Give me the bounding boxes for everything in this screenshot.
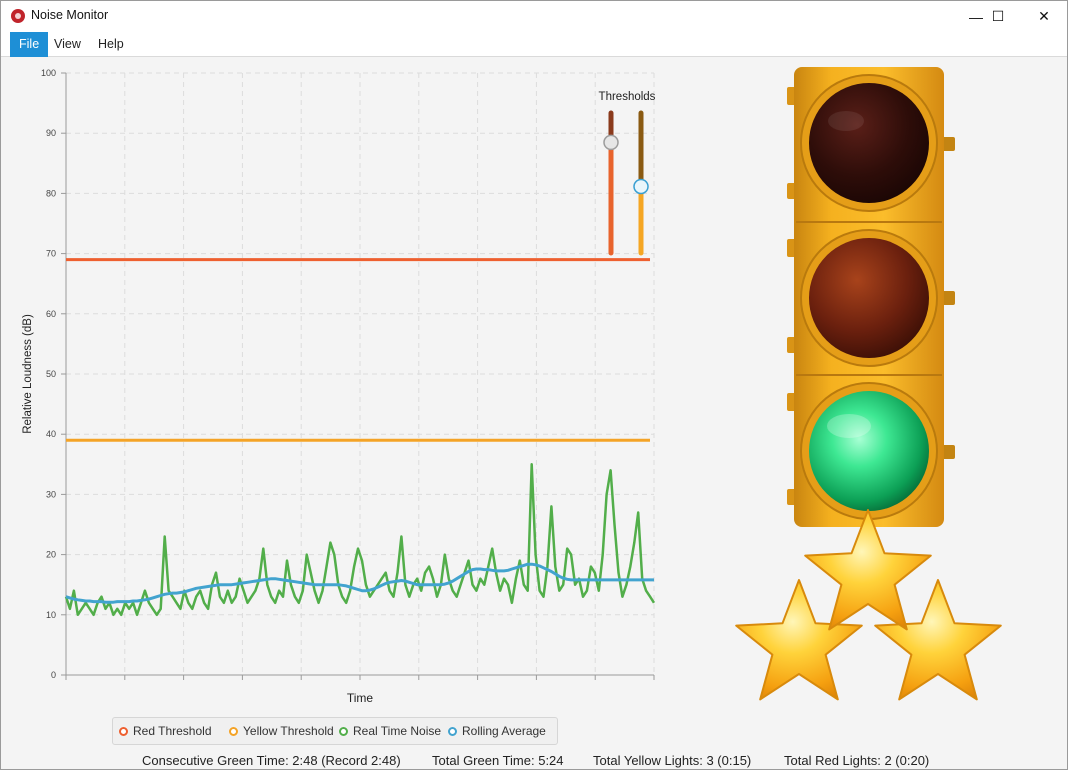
- red-lamp: [809, 83, 929, 203]
- main-canvas: 0 10 20 30 40 50 60 70 80 90 100 Time Relative Loudn…: [22, 67, 1002, 705]
- gold-star-icon: [804, 509, 932, 631]
- close-button[interactable]: ✕: [1038, 8, 1050, 24]
- y-tick-label: 80: [46, 188, 56, 198]
- threshold-sliders: Thresholds: [599, 91, 656, 256]
- total-yellow-lights: Total Yellow Lights: 3 (0:15): [593, 753, 752, 768]
- y-tick-label: 30: [46, 489, 56, 499]
- menu-bar: File View Help: [1, 32, 1067, 57]
- slider-thumb[interactable]: [633, 178, 649, 195]
- legend-item: Yellow Threshold: [229, 724, 334, 738]
- red-threshold-legend-icon: [119, 727, 128, 736]
- red-threshold-slider[interactable]: [603, 110, 619, 256]
- y-tick-label: 90: [46, 128, 56, 138]
- loudness-chart: 0 10 20 30 40 50 60 70 80 90 100 Time Relative Loudn…: [22, 68, 656, 705]
- legend-item: Real Time Noise: [339, 724, 441, 738]
- traffic-light-icon: [787, 67, 955, 527]
- menu-view[interactable]: View: [54, 37, 81, 51]
- title-bar: Noise Monitor — ☐ ✕: [1, 1, 1067, 32]
- y-tick-label: 70: [46, 249, 56, 259]
- legend-item: Rolling Average: [448, 724, 546, 738]
- rating-stars: [735, 509, 1002, 701]
- rolling-average-line: [65, 562, 654, 604]
- thresholds-label: Thresholds: [599, 91, 656, 103]
- y-tick-label: 40: [46, 429, 56, 439]
- maximize-button[interactable]: ☐: [991, 8, 1005, 24]
- legend-label: Red Threshold: [133, 724, 212, 738]
- menu-file[interactable]: File: [10, 32, 49, 57]
- y-tick-label: 60: [46, 309, 56, 319]
- y-tick-label: 50: [46, 369, 56, 379]
- minimize-button[interactable]: —: [969, 8, 983, 25]
- real-time-noise-line: [64, 463, 656, 617]
- yellow-threshold-slider[interactable]: [633, 110, 649, 256]
- gold-star-icon: [735, 579, 863, 701]
- chart-legend: Red Threshold Yellow Threshold Real Time…: [112, 717, 558, 745]
- y-tick-label: 20: [46, 550, 56, 560]
- y-tick-label: 10: [46, 610, 56, 620]
- y-tick-label: 100: [41, 68, 56, 78]
- yellow-threshold-legend-icon: [229, 727, 238, 736]
- y-tick-label: 0: [51, 670, 56, 680]
- legend-item: Red Threshold: [119, 724, 212, 738]
- gold-star-icon: [874, 579, 1002, 701]
- menu-help[interactable]: Help: [98, 37, 124, 51]
- legend-label: Real Time Noise: [353, 724, 442, 738]
- consecutive-green-time: Consecutive Green Time: 2:48 (Record 2:4…: [142, 753, 401, 768]
- yellow-lamp: [809, 238, 929, 358]
- slider-thumb[interactable]: [603, 134, 619, 151]
- x-axis-label: Time: [347, 691, 374, 705]
- total-green-time: Total Green Time: 5:24: [432, 753, 564, 768]
- app-logo-icon: [11, 9, 25, 23]
- real-time-noise-legend-icon: [339, 727, 348, 736]
- rolling-average-legend-icon: [448, 727, 457, 736]
- window-title: Noise Monitor: [31, 8, 109, 22]
- legend-label: Yellow Threshold: [243, 724, 334, 738]
- green-lamp: [809, 391, 929, 511]
- y-axis-label: Relative Loudness (dB): [22, 314, 34, 434]
- total-red-lights: Total Red Lights: 2 (0:20): [784, 753, 930, 768]
- legend-label: Rolling Average: [462, 724, 546, 738]
